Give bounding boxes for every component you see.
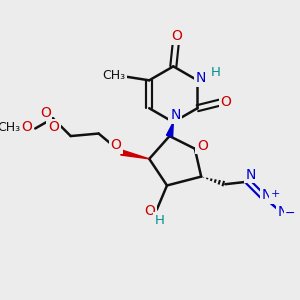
Text: O: O	[48, 120, 59, 134]
Text: O: O	[21, 120, 32, 134]
Text: −: −	[285, 207, 296, 220]
Text: O: O	[171, 29, 182, 43]
Text: N: N	[170, 108, 181, 122]
Polygon shape	[121, 150, 149, 159]
Text: N: N	[195, 71, 206, 85]
Text: N: N	[278, 205, 288, 219]
Text: +: +	[271, 189, 280, 199]
Text: O: O	[40, 106, 51, 120]
Text: H: H	[211, 66, 220, 79]
Text: CH₃: CH₃	[102, 69, 125, 82]
Text: O: O	[110, 138, 121, 152]
Text: H: H	[154, 214, 164, 227]
Polygon shape	[167, 122, 173, 137]
Text: N: N	[262, 188, 272, 202]
Text: N: N	[245, 168, 256, 182]
Text: O: O	[197, 139, 208, 153]
Text: O: O	[221, 95, 232, 109]
Text: O: O	[144, 204, 155, 218]
Text: CH₃: CH₃	[0, 121, 20, 134]
